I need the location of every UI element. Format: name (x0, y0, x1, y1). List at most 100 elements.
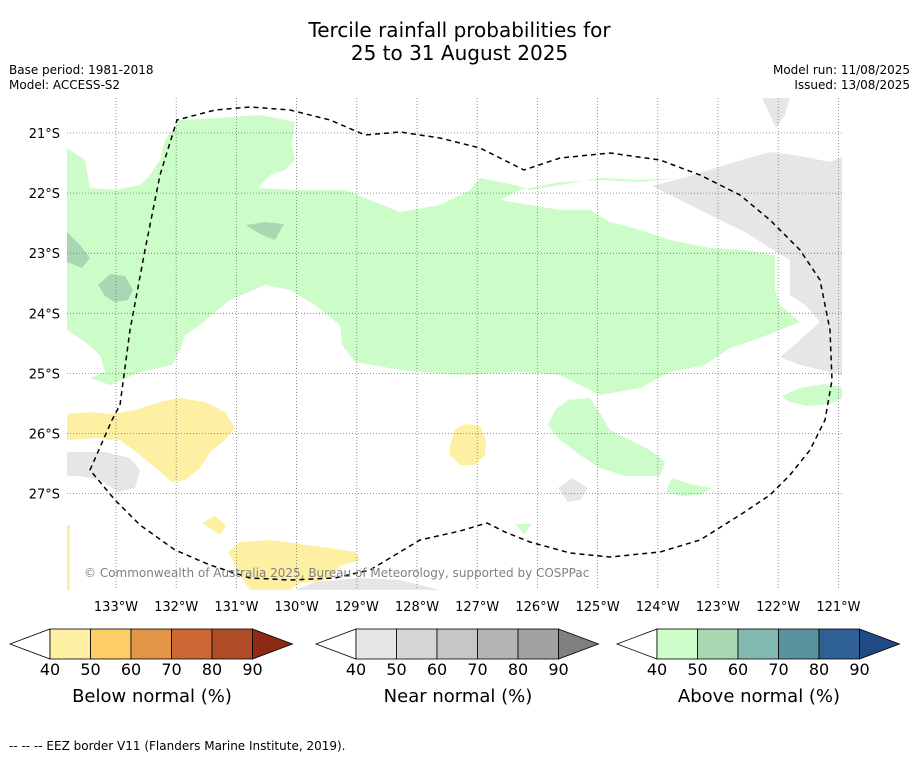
latitude-label: 21°S (29, 127, 60, 142)
below-normal-region-west (67, 398, 235, 482)
longitude-label: 121°W (816, 600, 860, 615)
near-normal-region-south (558, 478, 588, 502)
colorbar-segment (778, 628, 820, 660)
colorbar-below-normal (8, 628, 294, 660)
colorbar-segment (130, 628, 172, 660)
longitude-label: 124°W (636, 600, 680, 615)
colorbar-segment (355, 628, 397, 660)
above-normal-region-east (782, 384, 842, 406)
colorbar-max-arrow (558, 628, 600, 660)
colorbar-tick-label: 90 (242, 660, 263, 679)
colorbar-tick-label: 60 (426, 660, 448, 679)
colorbar-segment (436, 628, 478, 660)
latitude-label: 23°S (29, 247, 60, 262)
eez-border (89, 106, 833, 581)
above-normal-region-south (548, 398, 665, 476)
colorbar-max-arrow (252, 628, 294, 660)
title-line-1: Tercile rainfall probabilities for (308, 18, 611, 42)
below-normal-region-center (450, 424, 486, 465)
colorbar-segment (656, 628, 698, 660)
colorbar-tick-label: 40 (39, 660, 61, 679)
longitude-label: 123°W (696, 600, 740, 615)
above-normal-50-region-3 (246, 222, 284, 240)
colorbar-tick-label: 80 (507, 660, 529, 679)
above-normal-50-region-2 (98, 274, 133, 302)
latitude-labels: 21°S 22°S 23°S 24°S 25°S 26°S 27°S (29, 127, 60, 503)
colorbar-tick-label: 50 (687, 660, 708, 679)
longitude-label: 125°W (576, 600, 620, 615)
latitude-label: 24°S (29, 307, 60, 322)
colorbar-tick-label: 90 (849, 660, 870, 679)
latitude-label: 22°S (29, 187, 60, 202)
colorbar-tick-label: 60 (120, 660, 142, 679)
colorbar-tick-label: 70 (161, 660, 182, 679)
above-normal-region-se (666, 478, 712, 496)
issued-date: Issued: 13/08/2025 (794, 78, 910, 92)
colorbar-tick-label: 60 (727, 660, 749, 679)
map-title: Tercile rainfall probabilities for 25 to… (0, 19, 919, 65)
longitude-label: 127°W (455, 600, 499, 615)
colorbar-max-arrow (859, 628, 901, 660)
longitude-label: 132°W (154, 600, 198, 615)
model-run: Model run: 11/08/2025 (772, 63, 910, 77)
colorbar-min-arrow (314, 628, 357, 660)
latitude-label: 27°S (29, 488, 60, 503)
below-normal-region-edge (67, 525, 70, 590)
below-normal-region-small (202, 516, 226, 535)
below-normal-region-south (228, 540, 360, 590)
colorbar-segment (211, 628, 253, 660)
colorbar-segment (737, 628, 779, 660)
above-normal-region-dot (515, 524, 532, 534)
colorbar-tick-label: 80 (201, 660, 223, 679)
longitude-labels: 133°W 132°W 131°W 130°W 129°W 128°W 127°W 126°W… (94, 600, 861, 615)
colorbar-tick-label: 80 (808, 660, 830, 679)
longitude-label: 126°W (515, 600, 559, 615)
above-normal-region-main (67, 98, 800, 395)
colorbar-min-arrow (8, 628, 51, 660)
colorbar-above-normal (615, 628, 901, 660)
colorbar-segment (697, 628, 739, 660)
above-normal-region-small-n (566, 118, 590, 128)
colorbar-min-arrow (615, 628, 658, 660)
above-normal-50-region-1 (67, 232, 90, 268)
colorbar-tick-label: 40 (646, 660, 668, 679)
near-normal-region-east (652, 152, 842, 375)
colorbar-tick-label: 70 (467, 660, 488, 679)
above-normal-label: Above normal (%) (677, 686, 841, 707)
above-normal-region-hole (262, 120, 472, 210)
latitude-label: 26°S (29, 428, 60, 443)
colorbar-tick-label: 90 (548, 660, 569, 679)
longitude-label: 130°W (275, 600, 319, 615)
copyright-notice: © Commonwealth of Australia 2025, Bureau… (84, 566, 589, 580)
meta-right: Model run: 11/08/2025 Issued: 13/08/2025 (773, 63, 910, 93)
colorbar-segment (49, 628, 91, 660)
colorbar-segment (171, 628, 213, 660)
colorbar-near-normal (314, 628, 600, 660)
near-normal-label: Near normal (%) (383, 686, 533, 707)
near-normal-region-bottom (295, 578, 440, 590)
colorbar-segment (396, 628, 438, 660)
colorbar-tick-label: 50 (386, 660, 407, 679)
longitude-label: 129°W (335, 600, 379, 615)
latitude-label: 25°S (29, 367, 60, 382)
gridlines (67, 98, 842, 590)
eez-footnote: -- -- -- EEZ border V11 (Flanders Marine… (9, 739, 346, 753)
colorbar-tick-label: 70 (768, 660, 789, 679)
below-normal-label: Below normal (%) (72, 686, 232, 707)
base-period: Base period: 1981-2018 (9, 63, 154, 77)
colorbar-segment (517, 628, 559, 660)
colorbar-tick-label: 40 (345, 660, 367, 679)
colorbar-segment (818, 628, 860, 660)
near-normal-region-ne (762, 98, 790, 128)
title-line-2: 25 to 31 August 2025 (350, 41, 569, 65)
colorbar-segment (90, 628, 132, 660)
longitude-label: 128°W (395, 600, 439, 615)
near-normal-region-southwest (67, 452, 140, 492)
colorbars (8, 628, 901, 660)
colorbar-segment (477, 628, 519, 660)
meta-left: Base period: 1981-2018 Model: ACCESS-S2 (9, 63, 154, 93)
colorbar-tick-label: 50 (80, 660, 101, 679)
probability-regions (67, 98, 842, 590)
longitude-label: 122°W (756, 600, 800, 615)
